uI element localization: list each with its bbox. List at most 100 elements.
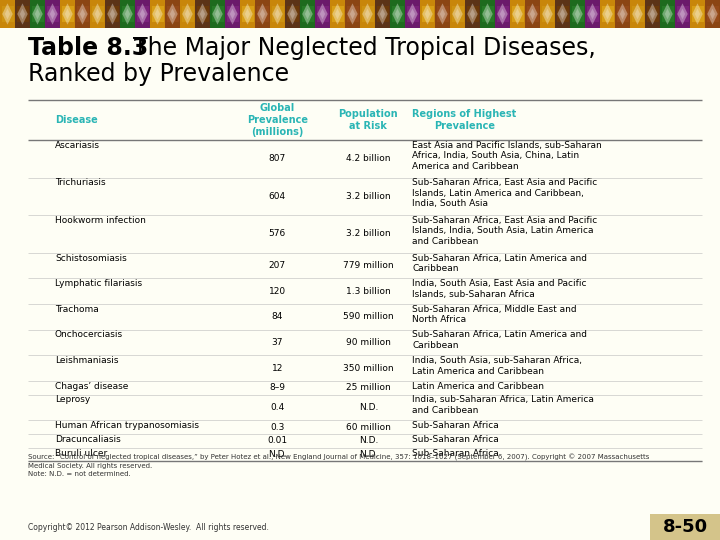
Text: 807: 807 <box>269 154 286 163</box>
Bar <box>421 5 433 22</box>
Text: Trichuriasis: Trichuriasis <box>55 178 106 187</box>
Polygon shape <box>332 3 343 25</box>
Polygon shape <box>707 3 718 25</box>
Bar <box>105 0 120 28</box>
Bar <box>675 0 690 28</box>
Polygon shape <box>170 9 175 19</box>
Bar <box>151 5 163 22</box>
Bar <box>706 5 719 22</box>
Polygon shape <box>107 3 118 25</box>
Polygon shape <box>632 3 643 25</box>
Polygon shape <box>65 9 70 19</box>
Bar <box>195 0 210 28</box>
Bar <box>435 0 450 28</box>
Polygon shape <box>318 3 328 25</box>
Polygon shape <box>138 3 148 25</box>
Text: 8–9: 8–9 <box>269 383 285 392</box>
Bar <box>645 0 660 28</box>
Bar <box>255 0 270 28</box>
Bar <box>271 5 284 22</box>
Text: 576: 576 <box>269 230 286 238</box>
Text: Chagas’ disease: Chagas’ disease <box>55 382 128 391</box>
Text: 12: 12 <box>271 363 283 373</box>
Polygon shape <box>5 9 10 19</box>
Bar <box>557 5 569 22</box>
Text: N.D.: N.D. <box>359 403 378 412</box>
Text: 3.2 billion: 3.2 billion <box>346 192 391 201</box>
Bar <box>346 5 359 22</box>
Polygon shape <box>32 3 42 25</box>
Bar <box>317 5 328 22</box>
Text: Global
Prevalence
(millions): Global Prevalence (millions) <box>247 103 308 137</box>
Polygon shape <box>185 9 190 19</box>
Polygon shape <box>662 3 672 25</box>
Polygon shape <box>680 9 685 19</box>
Polygon shape <box>500 9 505 19</box>
Polygon shape <box>605 9 610 19</box>
Polygon shape <box>482 3 492 25</box>
Bar <box>601 5 613 22</box>
Polygon shape <box>230 9 235 19</box>
Text: Population
at Risk: Population at Risk <box>338 109 398 131</box>
Bar <box>587 5 598 22</box>
Text: Sub-Saharan Africa: Sub-Saharan Africa <box>412 449 499 457</box>
Text: N.D.: N.D. <box>359 450 378 459</box>
Text: Regions of Highest
Prevalence: Regions of Highest Prevalence <box>412 109 516 131</box>
Bar <box>451 5 464 22</box>
Bar <box>495 0 510 28</box>
Text: 60 million: 60 million <box>346 422 391 431</box>
Bar <box>45 0 60 28</box>
Bar <box>30 0 45 28</box>
Polygon shape <box>590 9 595 19</box>
Polygon shape <box>48 3 58 25</box>
Polygon shape <box>2 3 13 25</box>
Bar <box>181 5 194 22</box>
Bar <box>285 0 300 28</box>
Polygon shape <box>212 3 222 25</box>
Text: Ascariasis: Ascariasis <box>55 141 100 150</box>
Bar <box>225 0 240 28</box>
Text: 207: 207 <box>269 261 286 270</box>
Text: Sub-Saharan Africa, Latin America and
Caribbean: Sub-Saharan Africa, Latin America and Ca… <box>412 330 588 350</box>
Bar <box>540 0 555 28</box>
Bar <box>407 5 418 22</box>
Bar <box>690 0 705 28</box>
Polygon shape <box>20 9 25 19</box>
Bar <box>0 0 15 28</box>
Bar <box>137 5 148 22</box>
Polygon shape <box>408 3 418 25</box>
Polygon shape <box>575 9 580 19</box>
Bar <box>241 5 253 22</box>
Bar <box>420 0 435 28</box>
Bar <box>315 0 330 28</box>
Polygon shape <box>242 3 253 25</box>
Polygon shape <box>182 3 193 25</box>
Polygon shape <box>167 3 178 25</box>
Bar <box>61 5 73 22</box>
Polygon shape <box>335 9 340 19</box>
Bar <box>677 5 688 22</box>
Bar <box>91 5 104 22</box>
Polygon shape <box>560 9 565 19</box>
Text: Table 8.3: Table 8.3 <box>28 36 148 60</box>
Polygon shape <box>377 3 388 25</box>
Text: Latin America and Caribbean: Latin America and Caribbean <box>412 382 544 391</box>
Bar <box>360 0 375 28</box>
Text: 25 million: 25 million <box>346 383 391 392</box>
Polygon shape <box>485 9 490 19</box>
Bar <box>212 5 223 22</box>
Bar <box>467 5 479 22</box>
Bar <box>526 5 539 22</box>
Text: 84: 84 <box>271 312 283 321</box>
Bar <box>135 0 150 28</box>
Bar <box>392 5 403 22</box>
Text: Hookworm infection: Hookworm infection <box>55 216 146 225</box>
Text: 3.2 billion: 3.2 billion <box>346 230 391 238</box>
Bar <box>705 0 720 28</box>
Polygon shape <box>395 9 400 19</box>
Bar <box>90 0 105 28</box>
Polygon shape <box>362 3 373 25</box>
Text: 4.2 billion: 4.2 billion <box>346 154 391 163</box>
Bar <box>482 5 493 22</box>
Polygon shape <box>200 9 205 19</box>
